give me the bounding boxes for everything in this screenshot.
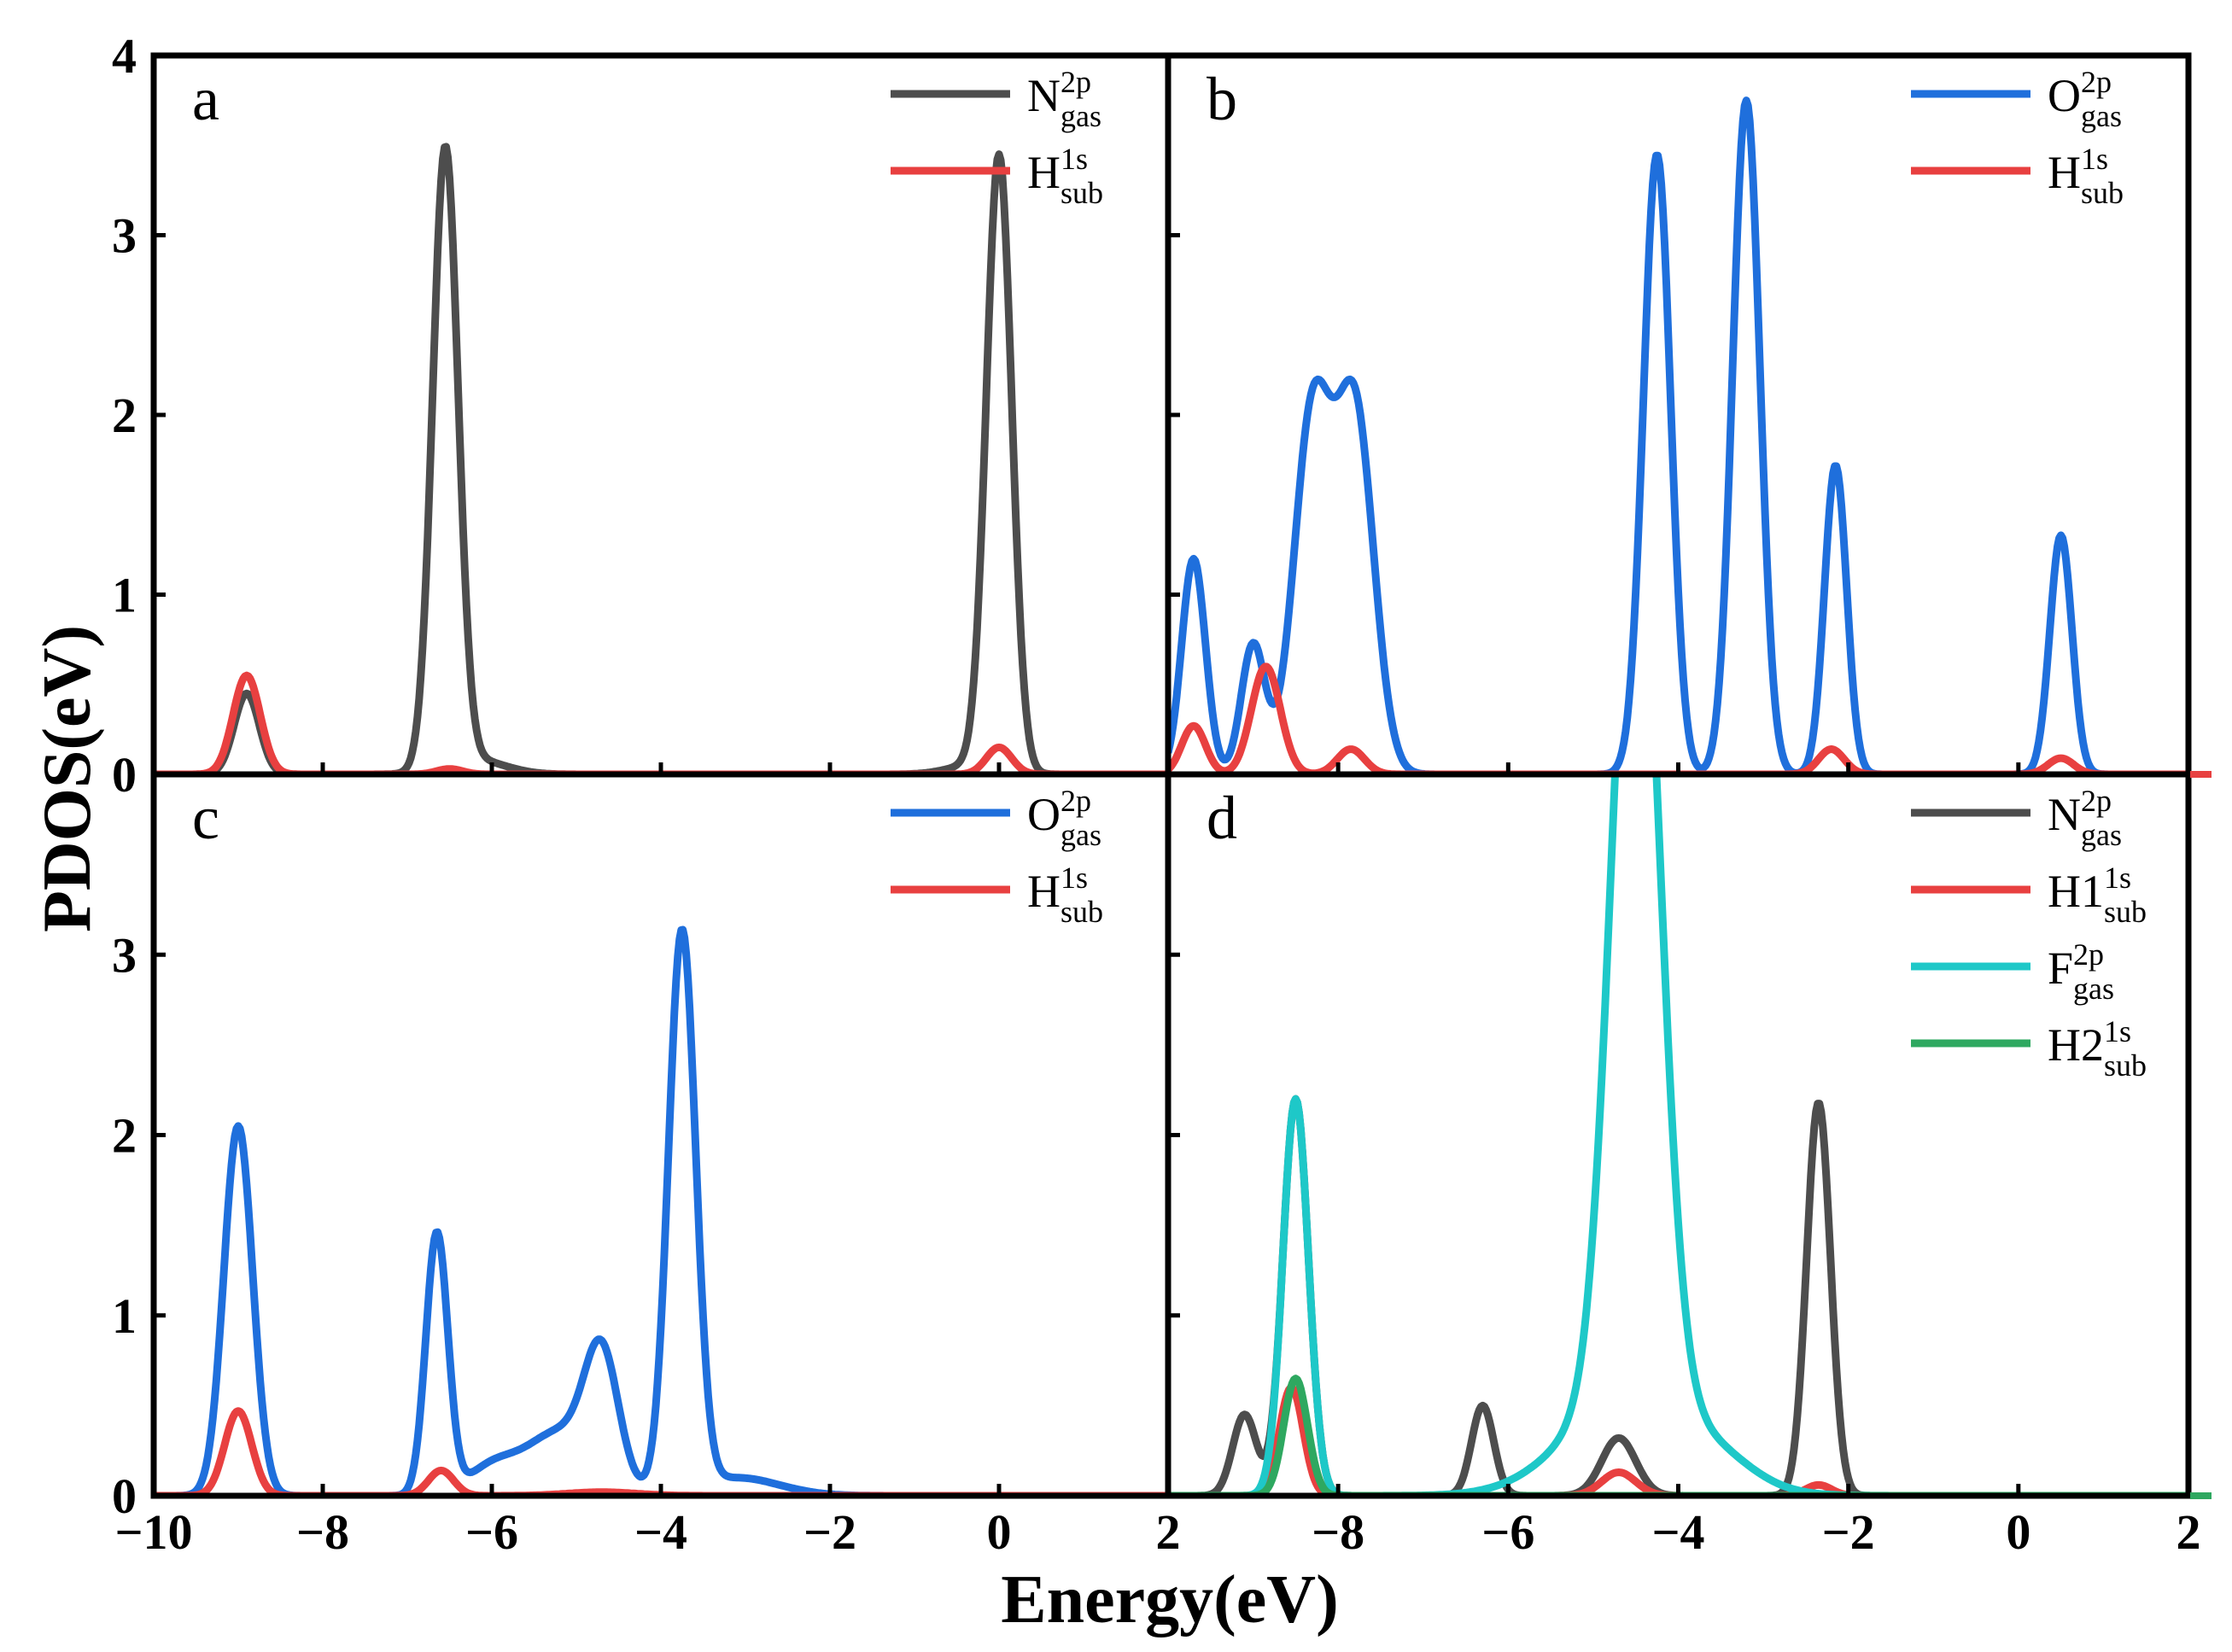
y-tick-label: 3: [112, 208, 137, 264]
legend-item: N2p gas: [1911, 784, 2122, 852]
x-tick-label: 2: [2176, 1504, 2201, 1560]
x-tick-label: −6: [465, 1504, 518, 1560]
legend-label: O2p gas: [2048, 65, 2122, 133]
panel-c: −10 −8 −6 −4 −2 0 2 0 1 2 3 c O2p gas H1s sub: [112, 771, 1181, 1560]
series-line-c-0: [154, 925, 1168, 1496]
x-tick-label: −2: [1822, 1504, 1875, 1560]
panel-d: −8 −6 −4 −2 0 2 d N2p gas H11s sub F2p gas H21s sub: [1165, 771, 2201, 1560]
y-axis-title: PDOS(eV): [30, 625, 105, 932]
panel-frame-d: [1165, 771, 2192, 1499]
series-line-a-0: [154, 143, 1168, 774]
panel-tag: c: [192, 784, 219, 852]
legend-label: H1s sub: [1027, 861, 1103, 929]
legend-label: N2p gas: [2048, 784, 2122, 852]
legend-item: H1s sub: [891, 861, 1103, 929]
series-line-a-1: [154, 671, 1168, 774]
y-tick-label: 3: [112, 927, 137, 983]
panel-tag: a: [192, 65, 219, 133]
y-tick-label: 1: [112, 568, 137, 623]
x-tick-label: 2: [1156, 1504, 1181, 1560]
panel-frame-b: [1165, 52, 2192, 778]
panel-tag: b: [1207, 65, 1237, 133]
legend-item: H21s sub: [1911, 1014, 2147, 1083]
legend-item: H1s sub: [1911, 142, 2124, 210]
legend-item: O2p gas: [891, 784, 1101, 852]
y-tick-label: 1: [112, 1288, 137, 1344]
x-tick-label: −8: [296, 1504, 349, 1560]
x-tick-label: −4: [1651, 1504, 1704, 1560]
legend-item: H11s sub: [1911, 861, 2147, 929]
legend-label: F2p gas: [2048, 937, 2114, 1006]
y-tick-label: 0: [112, 1468, 137, 1524]
y-tick-label: 4: [112, 28, 137, 84]
legend-item: N2p gas: [891, 65, 1101, 133]
x-axis-title: Energy(eV): [1001, 1562, 1338, 1637]
panel-tag: d: [1207, 784, 1237, 852]
x-tick-label: −8: [1312, 1504, 1364, 1560]
x-tick-label: 0: [987, 1504, 1012, 1560]
y-tick-label: 0: [112, 747, 137, 803]
legend-label: H1s sub: [2048, 142, 2124, 210]
legend-label: H1s sub: [1027, 142, 1103, 210]
panel-a: 0 1 2 3 4a N2p gas H1s sub: [112, 28, 1172, 803]
x-tick-label: −4: [634, 1504, 687, 1560]
x-tick-label: −2: [803, 1504, 856, 1560]
legend-item: H1s sub: [891, 142, 1103, 210]
x-tick-label: 0: [2006, 1504, 2030, 1560]
legend-item: O2p gas: [1911, 65, 2122, 133]
legend-label: N2p gas: [1027, 65, 1101, 133]
series-line-c-1: [154, 1407, 1168, 1496]
legend-item: F2p gas: [1911, 937, 2114, 1006]
legend-label: H11s sub: [2048, 861, 2147, 929]
panel-b: b O2p gas H1s sub: [1165, 52, 2192, 778]
legend-label: H21s sub: [2048, 1014, 2147, 1083]
y-tick-label: 2: [112, 1108, 137, 1164]
y-tick-label: 2: [112, 388, 137, 443]
x-tick-label: −10: [114, 1504, 192, 1560]
x-tick-label: −6: [1481, 1504, 1534, 1560]
legend-label: O2p gas: [1027, 784, 1101, 852]
series-line-b-0: [1168, 96, 2188, 774]
